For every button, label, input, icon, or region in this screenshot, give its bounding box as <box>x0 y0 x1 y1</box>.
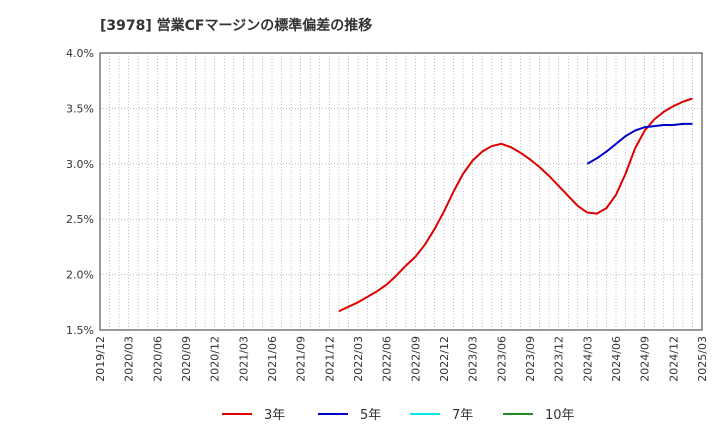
x-tick-label: 2021/03 <box>237 336 250 382</box>
x-tick-label: 2023/12 <box>553 336 566 382</box>
x-tick-label: 2019/12 <box>94 336 107 382</box>
x-tick-label: 2022/09 <box>409 336 422 382</box>
x-tick-label: 2025/03 <box>696 336 709 382</box>
series-line-3年 <box>338 97 693 313</box>
x-tick-label: 2022/12 <box>438 336 451 382</box>
y-tick-label: 3.0% <box>66 158 94 171</box>
plot-area <box>99 52 703 331</box>
x-tick-label: 2020/09 <box>180 336 193 382</box>
series-line-5年 <box>586 122 693 165</box>
x-tick-label: 2024/12 <box>667 336 680 382</box>
x-tick-label: 2024/06 <box>610 336 623 382</box>
y-tick-label: 4.0% <box>66 47 94 60</box>
x-tick-label: 2024/09 <box>639 336 652 382</box>
x-tick-label: 2021/09 <box>295 336 308 382</box>
series-lines <box>338 97 693 313</box>
x-axis: 2019/12 2020/03 2020/06 2020/09 2020/12 2021/… <box>94 336 709 382</box>
x-tick-label: 2020/06 <box>151 336 164 382</box>
y-tick-label: 2.5% <box>66 213 94 226</box>
x-tick-label: 2023/06 <box>495 336 508 382</box>
y-axis: 1.5% 2.0% 2.5% 3.0% 3.5% 4.0% <box>66 47 94 337</box>
x-tick-label: 2022/03 <box>352 336 365 382</box>
y-tick-label: 3.5% <box>66 102 94 115</box>
x-tick-label: 2023/09 <box>524 336 537 382</box>
x-tick-label: 2023/03 <box>467 336 480 382</box>
legend-label: 7年 <box>452 408 473 423</box>
legend-label: 3年 <box>264 408 285 423</box>
x-tick-label: 2020/12 <box>209 336 222 382</box>
x-tick-label: 2024/03 <box>581 336 594 382</box>
grid <box>100 53 702 330</box>
legend: 3年 5年 7年 10年 <box>222 408 575 423</box>
y-tick-label: 2.0% <box>66 269 94 282</box>
x-tick-label: 2021/12 <box>323 336 336 382</box>
chart-title: [3978] 営業CFマージンの標準偏差の推移 <box>100 17 372 34</box>
legend-label: 5年 <box>360 408 381 423</box>
x-tick-label: 2021/06 <box>266 336 279 382</box>
y-tick-label: 1.5% <box>66 324 94 337</box>
x-tick-label: 2020/03 <box>123 336 136 382</box>
legend-label: 10年 <box>545 408 575 423</box>
x-tick-label: 2022/06 <box>381 336 394 382</box>
